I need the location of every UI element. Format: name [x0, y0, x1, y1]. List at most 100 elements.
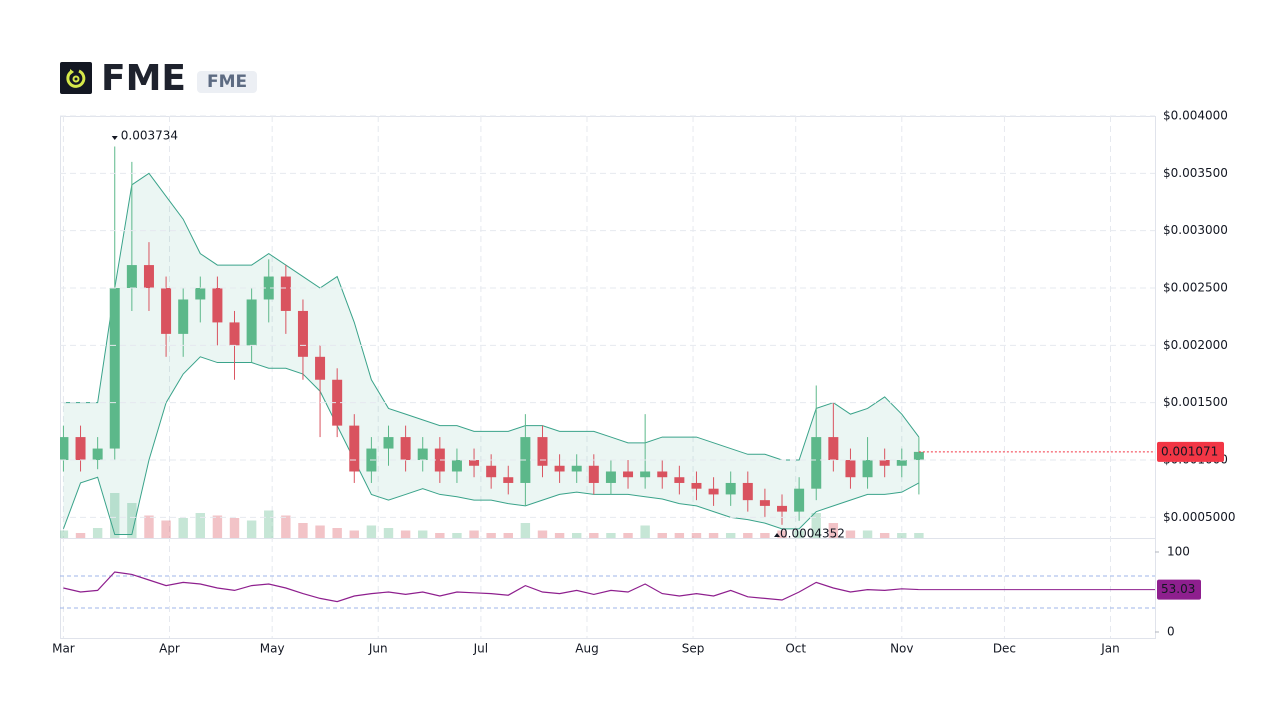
candle-body: [315, 356, 326, 380]
volume-bar: [400, 530, 411, 538]
volume-bar: [623, 533, 633, 538]
volume-bar: [452, 533, 462, 538]
candle-body: [554, 465, 565, 472]
x-tick-label: Aug: [575, 642, 598, 656]
candle-body: [605, 471, 616, 483]
volume-bar: [725, 533, 736, 538]
candle-body: [434, 448, 445, 472]
volume-bar: [435, 533, 445, 538]
candle-body: [811, 437, 822, 489]
volume-bar: [520, 523, 531, 538]
volume-bar: [811, 513, 821, 538]
band-fill: [63, 173, 919, 535]
x-tick-label: Oct: [785, 642, 806, 656]
volume-bar: [383, 528, 394, 538]
candle-body: [657, 471, 668, 478]
rsi-last-label: 53.03: [1161, 582, 1195, 596]
volume-bar: [537, 530, 548, 538]
candle-body: [332, 379, 343, 426]
candle-body: [451, 460, 462, 472]
logo: [60, 62, 92, 94]
volume-bar: [229, 518, 240, 538]
y-tick-label: $0.001500: [1163, 395, 1228, 409]
volume-bar: [794, 530, 804, 538]
candle-body: [75, 437, 86, 461]
candle-body: [400, 437, 411, 461]
x-tick-label: Apr: [159, 642, 180, 656]
candle-body: [349, 425, 360, 472]
logo-icon: [66, 69, 86, 88]
volume-bar: [92, 528, 103, 538]
y-tick-label: $0.0005000: [1163, 510, 1236, 524]
candle-body: [383, 437, 394, 449]
volume-bar: [879, 533, 890, 538]
title: FME: [101, 57, 187, 99]
header: FME FME: [60, 57, 258, 99]
y-tick-label: $0.003500: [1163, 166, 1228, 180]
volume-bar: [760, 533, 770, 538]
candle-body: [794, 488, 805, 512]
volume-bar: [691, 533, 702, 538]
x-tick-label: Jun: [368, 642, 388, 656]
volume-bar: [486, 533, 496, 538]
volume-bar: [366, 525, 377, 538]
candle-body: [571, 465, 582, 472]
plot-frame: [60, 116, 1156, 639]
candle-body: [913, 451, 924, 461]
volume-bar: [349, 530, 359, 538]
last-price-label: 0.001071: [1161, 444, 1218, 458]
volume-bar: [640, 525, 650, 538]
volume-bar: [862, 530, 873, 538]
volume-bar: [212, 515, 223, 538]
volume-bar: [708, 533, 719, 538]
volume-bar: [332, 528, 342, 538]
candle-body: [178, 299, 189, 334]
y-tick-label: 0: [1167, 625, 1175, 639]
candle-body: [623, 471, 634, 478]
candle-body: [879, 460, 890, 466]
volume-bar: [777, 530, 787, 538]
volume-bar: [127, 503, 137, 538]
candle-body: [691, 482, 702, 489]
volume-bar: [298, 523, 308, 538]
candle-body: [896, 460, 907, 466]
candle-body: [725, 482, 736, 495]
candle-body: [674, 477, 685, 483]
candle-body: [109, 288, 120, 449]
volume-bar: [828, 523, 839, 538]
volume-bar: [281, 515, 291, 538]
volume-bar: [110, 493, 120, 538]
x-tick-label: Sep: [682, 642, 705, 656]
candle-body: [640, 471, 651, 478]
price-pane: [60, 146, 924, 538]
last-price-box: [1157, 441, 1224, 462]
x-tick-label: Jul: [473, 642, 488, 656]
candle-body: [845, 460, 856, 478]
x-tick-label: Dec: [993, 642, 1016, 656]
volume-bar: [674, 533, 685, 538]
candle-body: [229, 322, 240, 346]
candle-body: [195, 288, 206, 300]
candle-body: [92, 448, 103, 461]
candle-body: [742, 482, 753, 501]
x-tick-label: Mar: [52, 642, 75, 656]
volume-bar: [60, 530, 69, 538]
volume-bar: [195, 513, 206, 538]
rsi-last-box: [1157, 579, 1201, 600]
candle-body: [60, 437, 69, 461]
rsi-line: [63, 571, 919, 603]
y-tick-label: $0.003000: [1163, 223, 1228, 237]
candle-body: [212, 288, 223, 323]
volume-bar: [554, 533, 565, 538]
y-tick-label: $0.002500: [1163, 281, 1228, 295]
volume-bar: [469, 530, 479, 538]
volume-bar: [589, 533, 599, 538]
volume-bar: [503, 533, 513, 538]
x-tick-label: Jan: [1100, 642, 1120, 656]
candle-body: [161, 288, 172, 334]
volume-bar: [178, 518, 188, 538]
candle-body: [777, 505, 788, 512]
candle-body: [708, 488, 719, 495]
x-tick-label: Nov: [890, 642, 913, 656]
